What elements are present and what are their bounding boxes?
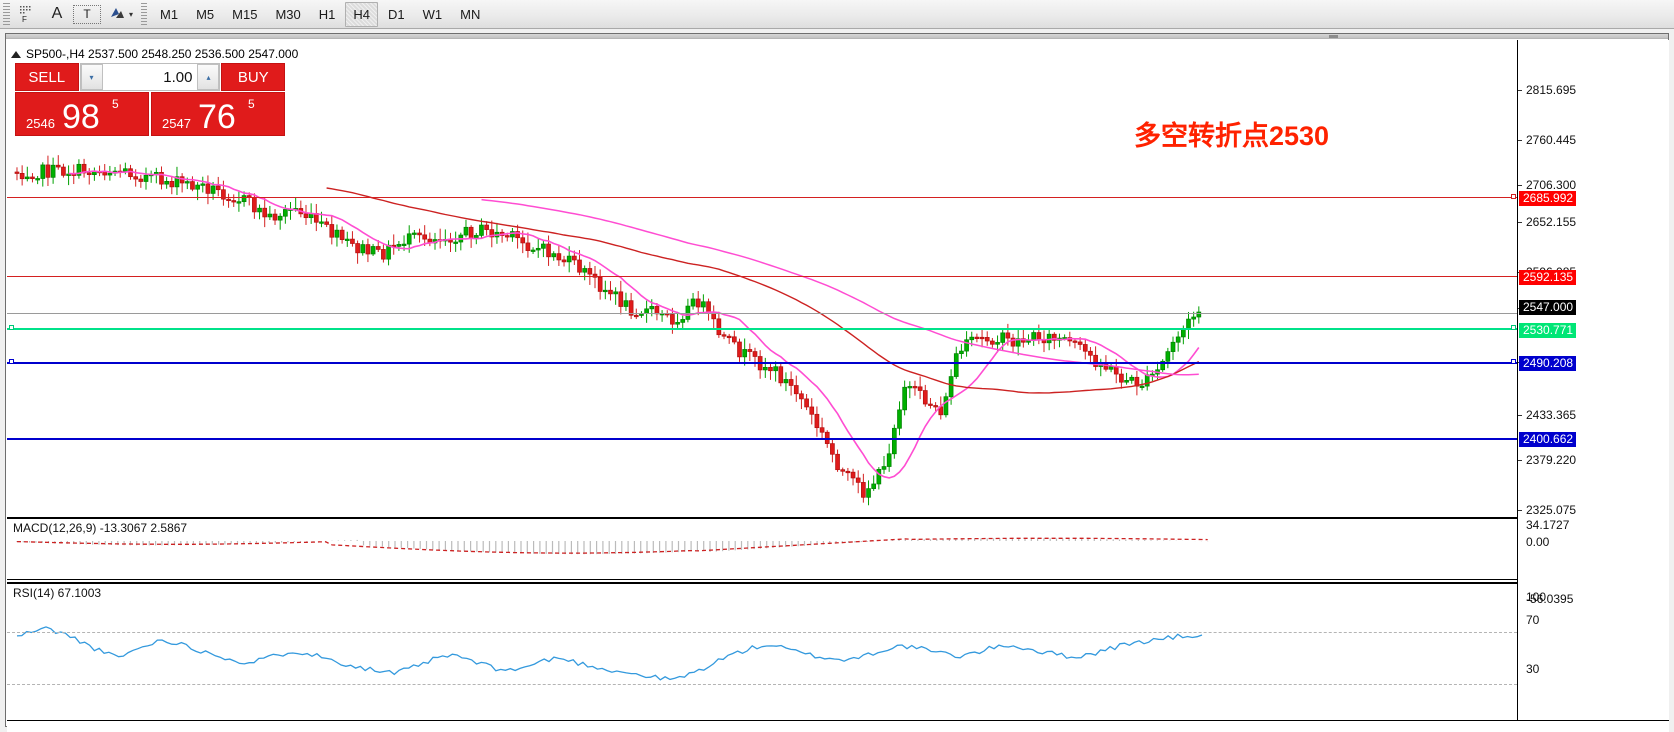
resistance-line-2685[interactable] [7,197,1517,198]
bid-price-main: 98 [62,98,100,136]
price-tick-label: 2379.220 [1526,453,1577,467]
price-level-tag-resistance[interactable]: 2685.992 [1519,191,1577,206]
price-tick-mark [1518,222,1522,223]
symbol-info-bar: SP500-,H4 2537.500 2548.250 2536.500 254… [11,46,298,62]
support-line-2490-handle-right[interactable] [1511,359,1516,364]
chart-window: SP500-,H4 2537.500 2548.250 2536.500 254… [5,33,1669,732]
time-axis[interactable]: 28 Nov 201830 Nov 16:004 Dec 12:006 Dec … [7,720,1669,732]
bid-price-box[interactable]: 2546 98 5 [15,92,149,136]
svg-text:F: F [22,15,27,23]
bid-price-prefix: 2546 [26,116,55,131]
macd-label: MACD(12,26,9) -13.3067 2.5867 [13,521,188,535]
timeframe-group: M1 M5 M15 M30 H1 H4 D1 W1 MN [151,1,489,27]
toolbar-drag-handle[interactable] [3,3,10,25]
macd-pane[interactable]: MACD(12,26,9) -13.3067 2.5867 [7,517,1517,580]
price-tick-mark [1518,185,1522,186]
volume-increase-icon[interactable]: ▴ [197,64,220,90]
price-level-tag-pivot[interactable]: 2530.771 [1519,323,1577,338]
toolbar-separator [141,3,148,25]
objects-icon[interactable] [103,2,131,26]
timeframe-mn[interactable]: MN [460,6,481,22]
price-level-tag-support[interactable]: 2400.662 [1519,432,1577,447]
price-tick-label: 2706.300 [1526,178,1577,192]
price-axis[interactable]: 2815.6952760.4452706.3002652.1552596.085… [1517,40,1669,720]
price-pane[interactable]: SP500-,H4 2537.500 2548.250 2536.500 254… [7,40,1517,515]
resistance-line-2592[interactable] [7,276,1517,277]
main-toolbar: F A T ▾ M1 M5 M15 M30 H1 H4 D1 W1 MN [0,0,1674,29]
rsi-overbought-line [7,632,1517,633]
rsi-pane[interactable]: RSI(14) 67.1003 [7,582,1517,720]
price-tick-mark [1518,140,1522,141]
chart-horizontal-scrollbar[interactable] [6,34,1668,39]
timeframe-d1[interactable]: D1 [387,6,405,22]
price-tick-label: 2433.365 [1526,408,1577,422]
rsi-oversold-line [7,684,1517,685]
volume-stepper[interactable]: ▾ 1.00 ▴ [79,63,221,91]
pivot-line-2530-handle-right[interactable] [1511,325,1516,330]
resistance-line-2685-handle[interactable] [1511,194,1516,199]
sell-button[interactable]: SELL [15,63,79,91]
pivot-line-2530[interactable] [7,328,1517,330]
price-tick-label: 2325.075 [1526,503,1577,517]
rsi-series [16,626,1203,681]
symbol-ohlc-text: SP500-,H4 2537.500 2548.250 2536.500 254… [26,47,299,61]
price-level-tag-resistance[interactable]: 2592.135 [1519,270,1577,285]
buy-button[interactable]: BUY [221,63,285,91]
timeframe-m5[interactable]: M5 [196,6,215,22]
text-object-icon[interactable]: T [73,4,101,24]
timeframe-h1[interactable]: H1 [318,6,336,22]
price-tick-mark [1518,460,1522,461]
macd-tick-label: 0.00 [1526,535,1550,549]
timeframe-m1[interactable]: M1 [160,6,179,22]
price-tick-mark [1518,415,1522,416]
price-tick-label: 2760.445 [1526,133,1577,147]
ask-price-box[interactable]: 2547 76 5 [151,92,285,136]
ask-price-prefix: 2547 [162,116,191,131]
price-tick-label: 2815.695 [1526,83,1577,97]
support-line-2490[interactable] [7,362,1517,364]
macd-series [16,537,1209,555]
volume-input[interactable]: 1.00 [102,64,198,90]
objects-dropdown-caret-icon[interactable]: ▾ [129,9,134,19]
rsi-label: RSI(14) 67.1003 [13,586,102,600]
text-label-icon[interactable]: A [51,5,63,22]
timeframe-m30[interactable]: M30 [275,6,301,22]
crosshair-f-icon[interactable]: F [13,2,41,26]
rsi-tick-label: 100 [1526,590,1547,604]
macd-tick-label: -56.0395 [1526,592,1574,606]
timeframe-m15[interactable]: M15 [232,6,258,22]
one-click-trading-panel[interactable]: SELL ▾ 1.00 ▴ BUY 2546 98 5 2547 [15,63,285,136]
chart-annotation-text: 多空转折点2530 [1134,121,1330,151]
price-tick-label: 2652.155 [1526,215,1577,229]
ask-price-main: 76 [198,98,236,136]
price-level-tag-support[interactable]: 2490.208 [1519,356,1577,371]
price-tick-mark [1518,90,1522,91]
rsi-tick-label: 30 [1526,662,1540,676]
timeframe-w1[interactable]: W1 [422,6,443,22]
rsi-tick-label: 70 [1526,613,1540,627]
pivot-line-2530-handle-left[interactable] [9,325,14,330]
bid-price-pip: 5 [112,97,119,111]
support-line-2490-handle-left[interactable] [9,359,14,364]
volume-decrease-icon[interactable]: ▾ [80,64,103,90]
price-tick-mark [1518,510,1522,511]
ask-price-pip: 5 [248,97,255,111]
timeframe-h4[interactable]: H4 [345,1,378,27]
scrollbar-thumb[interactable] [1329,35,1338,38]
collapse-triangle-icon[interactable] [11,50,21,58]
support-line-2400[interactable] [7,438,1517,440]
macd-tick-label: 34.1727 [1526,518,1570,532]
last-price-line [7,313,1517,314]
price-level-tag-last[interactable]: 2547.000 [1519,300,1577,315]
